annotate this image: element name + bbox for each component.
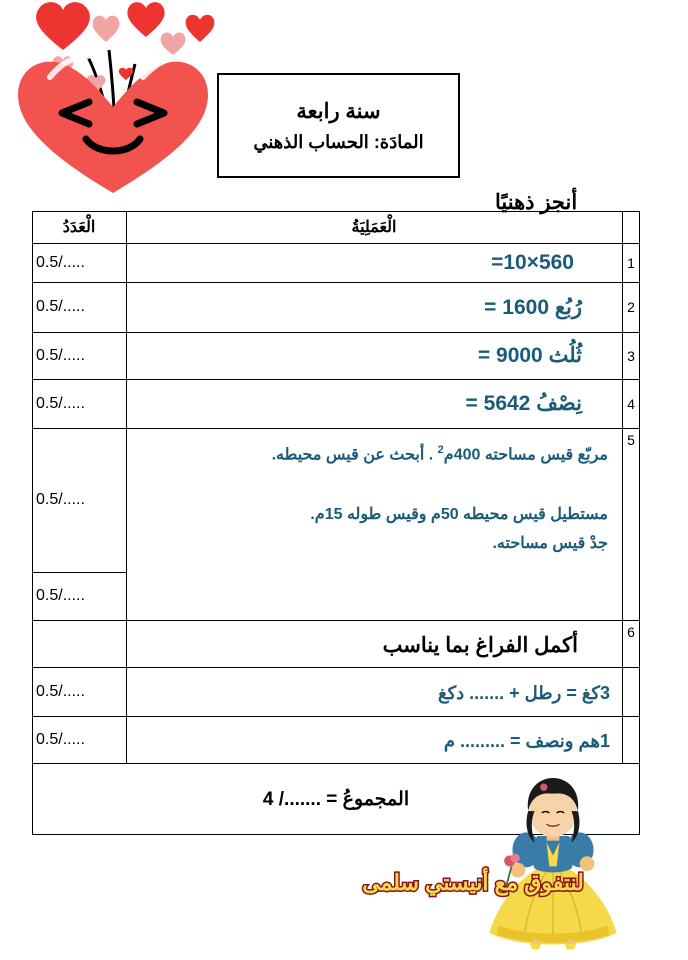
svg-text:لنتفوق مع أنيستي سلمى: لنتفوق مع أنيستي سلمى bbox=[362, 867, 584, 896]
